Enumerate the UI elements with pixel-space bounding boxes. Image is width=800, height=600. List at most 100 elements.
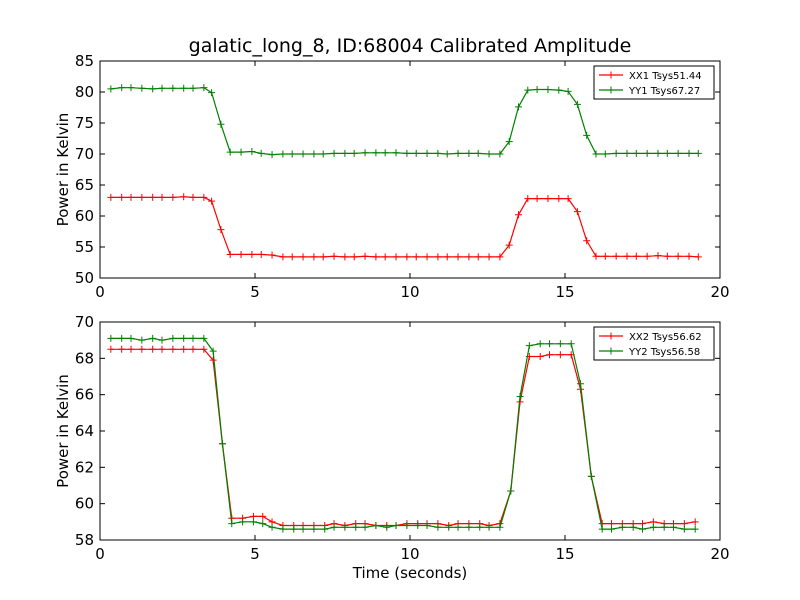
data-point (524, 86, 532, 94)
data-point (544, 195, 552, 203)
data-point (403, 521, 411, 529)
data-point (465, 149, 473, 157)
data-point (330, 252, 338, 260)
x-tick-label: 0 (95, 283, 105, 301)
data-point (583, 237, 591, 245)
data-point (352, 523, 360, 531)
data-point (443, 253, 451, 261)
data-point (381, 149, 389, 157)
y-tick-label: 68 (75, 349, 94, 367)
data-point (290, 525, 298, 533)
y-axis-label: Power in Kelvin (54, 113, 72, 227)
data-point (310, 150, 318, 158)
y-tick-label: 75 (75, 114, 94, 132)
data-point (505, 138, 513, 146)
data-point (372, 521, 380, 529)
data-point (423, 149, 431, 157)
data-point (341, 149, 349, 157)
data-point (209, 347, 217, 355)
data-point (218, 440, 226, 448)
data-point (691, 518, 699, 526)
y-tick-label: 65 (75, 176, 94, 194)
data-point (555, 86, 563, 94)
data-point (189, 345, 197, 353)
data-point (454, 149, 462, 157)
data-point (257, 250, 265, 258)
data-point (330, 523, 338, 531)
data-point (685, 252, 693, 260)
data-point (189, 334, 197, 342)
y-axis-label: Power in Kelvin (54, 374, 72, 488)
legend-marker (607, 86, 615, 94)
data-point (138, 193, 146, 201)
data-point (383, 523, 391, 531)
data-point (496, 150, 504, 158)
data-point (674, 252, 682, 260)
data-point (107, 85, 115, 93)
data-point (654, 149, 662, 157)
data-point (629, 523, 637, 531)
y-tick-label: 64 (75, 422, 94, 440)
data-point (573, 208, 581, 216)
data-point (268, 151, 276, 159)
legend-box (593, 326, 715, 361)
data-point (257, 149, 265, 157)
data-point (691, 525, 699, 533)
data-point (663, 149, 671, 157)
data-point (158, 345, 166, 353)
data-point (127, 193, 135, 201)
data-point (249, 518, 257, 526)
data-point (663, 252, 671, 260)
data-point (189, 84, 197, 92)
data-point (680, 525, 688, 533)
x-axis-label: Time (seconds) (352, 564, 468, 582)
data-point (392, 521, 400, 529)
data-point (239, 518, 247, 526)
data-point (583, 131, 591, 139)
data-point (149, 193, 157, 201)
data-point (107, 334, 115, 342)
data-point (496, 253, 504, 261)
data-point (564, 87, 572, 95)
data-point (169, 193, 177, 201)
legend: XX1 Tsys51.44 YY1 Tsys67.27 (593, 65, 715, 100)
data-point (138, 84, 146, 92)
legend-label: YY2 Tsys56.58 (628, 347, 700, 358)
plot-panel-1: 0 5 10 15 20 50 55 60 65 70 75 80 85 Power in Kelvin X… (54, 52, 730, 301)
data-point (674, 149, 682, 157)
data-point (587, 472, 595, 480)
data-point (299, 150, 307, 158)
data-point (279, 525, 287, 533)
data-point (180, 193, 188, 201)
x-tick-label: 10 (400, 545, 419, 563)
data-point (694, 149, 702, 157)
data-point (279, 150, 287, 158)
data-point (299, 253, 307, 261)
data-point (694, 253, 702, 261)
data-point (533, 195, 541, 203)
data-point (319, 253, 327, 261)
data-point (330, 149, 338, 157)
legend-marker (607, 347, 615, 355)
data-point (169, 84, 177, 92)
data-point (555, 195, 563, 203)
data-point (268, 523, 276, 531)
data-point (217, 120, 225, 128)
series-2 (107, 84, 702, 159)
data-point (434, 523, 442, 531)
data-point (546, 340, 553, 348)
data-point (612, 252, 620, 260)
data-point (443, 150, 451, 158)
data-point (259, 512, 267, 520)
data-point (149, 85, 157, 93)
data-point (474, 253, 482, 261)
data-point (381, 253, 389, 261)
data-point (200, 193, 208, 201)
x-tick-label: 15 (555, 283, 574, 301)
data-point (598, 525, 606, 533)
data-point (632, 149, 640, 157)
series-line (110, 337, 696, 530)
data-point (623, 149, 631, 157)
